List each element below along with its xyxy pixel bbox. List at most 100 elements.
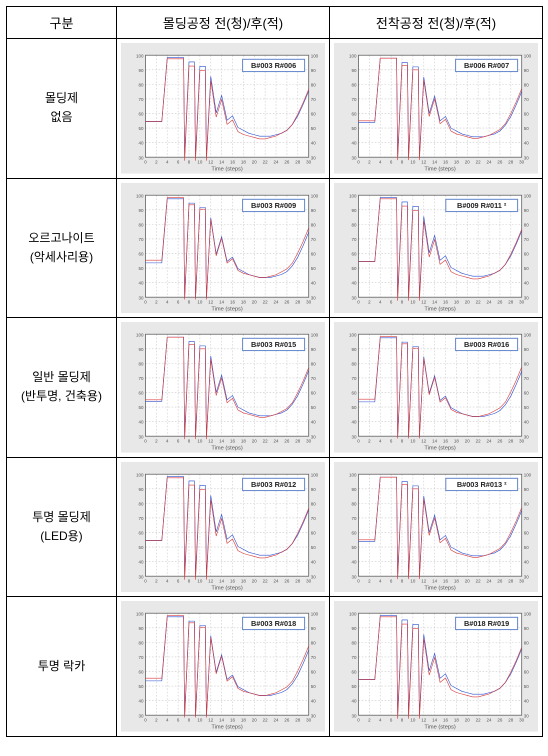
svg-text:Time (steps): Time (steps): [211, 306, 243, 312]
svg-text:10: 10: [410, 578, 415, 583]
svg-text:Time (steps): Time (steps): [424, 446, 456, 452]
chart-cell-molding: 0246810121416182022242628303030404050506…: [117, 178, 330, 318]
svg-text:60: 60: [138, 112, 143, 117]
svg-text:80: 80: [138, 222, 143, 227]
header-category: 구분: [7, 7, 117, 39]
svg-text:22: 22: [476, 438, 481, 443]
svg-text:20: 20: [252, 159, 257, 164]
svg-text:30: 30: [138, 434, 143, 439]
svg-text:70: 70: [311, 376, 316, 381]
svg-text:16: 16: [230, 718, 235, 723]
svg-text:14: 14: [432, 718, 437, 723]
svg-text:24: 24: [487, 438, 492, 443]
svg-text:18: 18: [454, 299, 459, 304]
svg-text:50: 50: [138, 405, 143, 410]
row-label-line: 일반 몰딩제: [9, 368, 114, 387]
svg-text:80: 80: [524, 362, 529, 367]
svg-text:12: 12: [421, 578, 426, 583]
svg-text:22: 22: [476, 578, 481, 583]
svg-text:80: 80: [351, 362, 356, 367]
svg-text:60: 60: [524, 391, 529, 396]
svg-text:50: 50: [138, 266, 143, 271]
svg-text:26: 26: [284, 718, 289, 723]
svg-text:30: 30: [524, 713, 529, 718]
timeseries-chart: 0246810121416182022242628303030404050506…: [121, 601, 325, 732]
svg-text:24: 24: [487, 578, 492, 583]
svg-text:70: 70: [524, 97, 529, 102]
table-header-row: 구분 몰딩공정 전(청)/후(적) 전착공정 전(청)/후(적): [7, 7, 543, 39]
svg-text:90: 90: [311, 347, 316, 352]
svg-text:90: 90: [138, 207, 143, 212]
svg-text:50: 50: [351, 545, 356, 550]
svg-text:80: 80: [138, 362, 143, 367]
svg-text:70: 70: [138, 237, 143, 242]
svg-text:60: 60: [138, 391, 143, 396]
svg-text:10: 10: [197, 438, 202, 443]
svg-text:22: 22: [263, 438, 268, 443]
svg-text:12: 12: [421, 299, 426, 304]
svg-text:90: 90: [138, 486, 143, 491]
svg-text:40: 40: [138, 280, 143, 285]
svg-text:100: 100: [311, 472, 319, 477]
svg-text:100: 100: [311, 332, 319, 337]
svg-text:12: 12: [208, 159, 213, 164]
svg-text:80: 80: [138, 641, 143, 646]
svg-text:16: 16: [443, 159, 448, 164]
svg-text:40: 40: [351, 420, 356, 425]
svg-text:12: 12: [421, 438, 426, 443]
svg-text:90: 90: [138, 626, 143, 631]
svg-text:60: 60: [351, 251, 356, 256]
svg-text:20: 20: [465, 159, 470, 164]
svg-text:24: 24: [274, 718, 279, 723]
chart-annotation-text: B#003 R#015: [251, 340, 296, 349]
svg-text:10: 10: [410, 438, 415, 443]
svg-text:30: 30: [311, 713, 316, 718]
svg-text:30: 30: [351, 155, 356, 160]
svg-text:60: 60: [351, 112, 356, 117]
svg-text:50: 50: [524, 545, 529, 550]
svg-text:60: 60: [524, 670, 529, 675]
timeseries-chart: 0246810121416182022242628303030404050506…: [334, 43, 538, 174]
svg-text:40: 40: [311, 699, 316, 704]
chart-cell-electrodeposition: 0246810121416182022242628303030404050506…: [330, 39, 543, 179]
svg-text:18: 18: [454, 159, 459, 164]
svg-text:100: 100: [524, 472, 532, 477]
svg-text:70: 70: [138, 516, 143, 521]
svg-text:40: 40: [524, 420, 529, 425]
svg-text:14: 14: [219, 438, 224, 443]
row-label-line: 투명 몰딩제: [9, 508, 114, 527]
svg-text:80: 80: [524, 222, 529, 227]
svg-text:Time (steps): Time (steps): [211, 166, 243, 172]
svg-text:70: 70: [351, 237, 356, 242]
svg-text:40: 40: [311, 280, 316, 285]
svg-text:28: 28: [508, 299, 513, 304]
svg-text:50: 50: [524, 405, 529, 410]
svg-text:12: 12: [208, 718, 213, 723]
table-row: 투명 몰딩제(LED용) 024681012141618202224262830…: [7, 457, 543, 597]
svg-text:14: 14: [432, 159, 437, 164]
svg-text:20: 20: [465, 438, 470, 443]
svg-text:90: 90: [311, 68, 316, 73]
svg-text:40: 40: [351, 141, 356, 146]
svg-text:14: 14: [432, 578, 437, 583]
table-row: 일반 몰딩제(반투명, 건축용) 02468101214161820222426…: [7, 318, 543, 458]
svg-text:90: 90: [311, 207, 316, 212]
svg-text:28: 28: [295, 438, 300, 443]
svg-text:40: 40: [138, 141, 143, 146]
svg-text:90: 90: [138, 347, 143, 352]
svg-text:28: 28: [508, 159, 513, 164]
svg-text:40: 40: [138, 699, 143, 704]
svg-text:100: 100: [136, 611, 144, 616]
row-label-line: 투명 락카: [9, 657, 114, 676]
svg-text:20: 20: [465, 299, 470, 304]
svg-text:30: 30: [524, 574, 529, 579]
svg-text:80: 80: [311, 501, 316, 506]
svg-text:24: 24: [487, 718, 492, 723]
svg-text:50: 50: [311, 126, 316, 131]
svg-text:40: 40: [524, 141, 529, 146]
svg-text:60: 60: [524, 530, 529, 535]
svg-text:90: 90: [524, 626, 529, 631]
svg-text:100: 100: [136, 53, 144, 58]
svg-text:26: 26: [284, 299, 289, 304]
svg-text:20: 20: [252, 578, 257, 583]
